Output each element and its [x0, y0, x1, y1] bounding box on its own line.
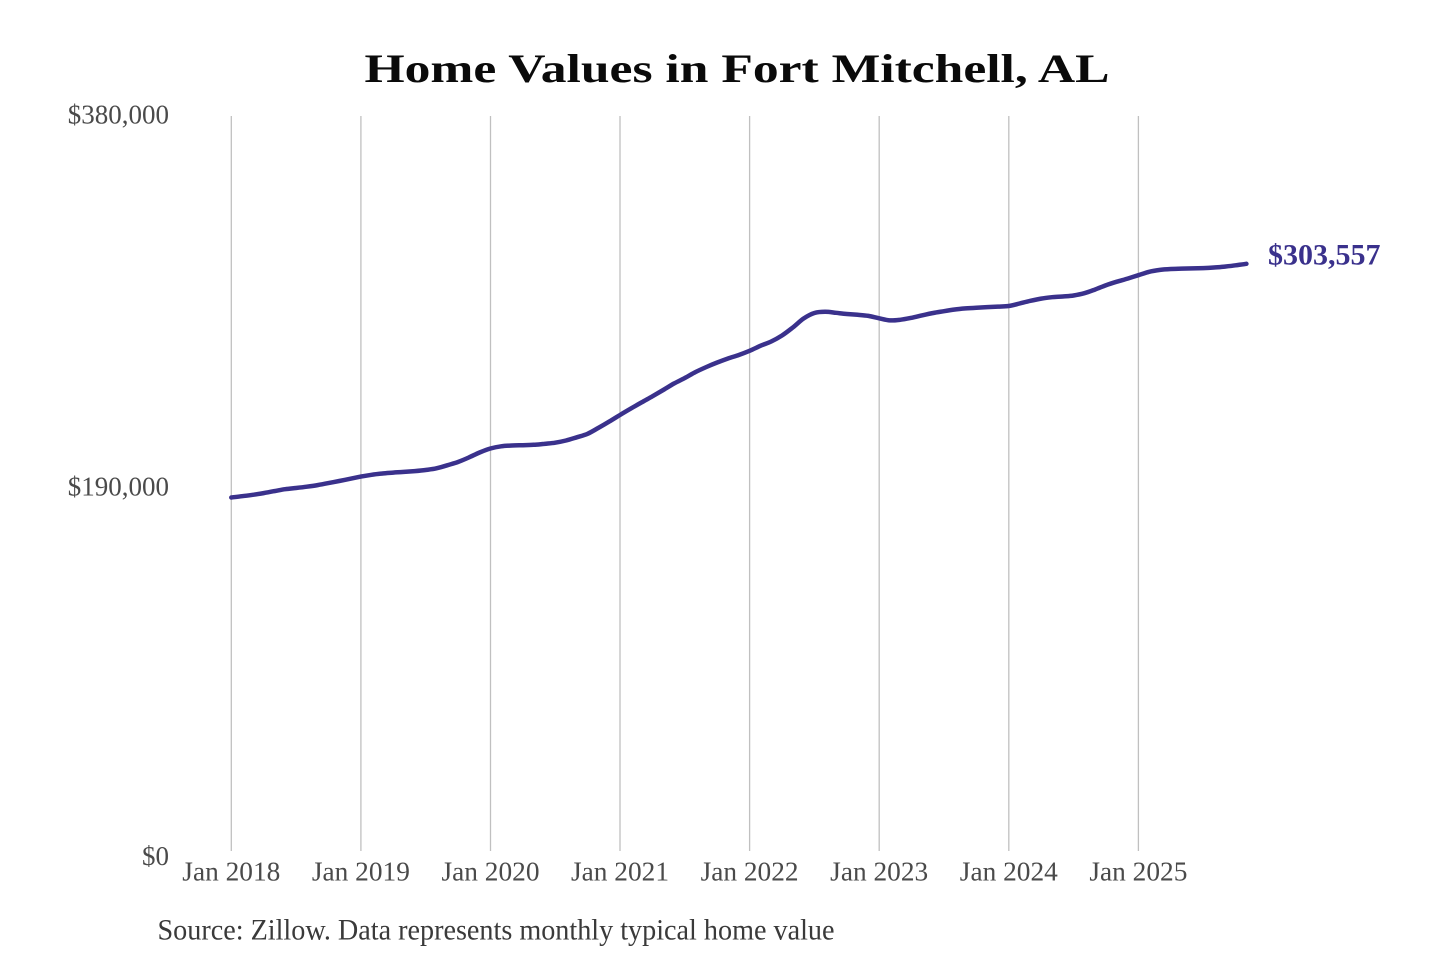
svg-text:Jan 2021: Jan 2021 — [571, 857, 669, 887]
svg-text:Source: Zillow. Data represent: Source: Zillow. Data represents monthly … — [158, 914, 835, 947]
svg-text:Jan 2018: Jan 2018 — [182, 857, 280, 887]
svg-text:Jan 2020: Jan 2020 — [442, 857, 540, 887]
svg-text:$0: $0 — [142, 841, 169, 871]
svg-text:Home Values in Fort Mitchell,: Home Values in Fort Mitchell, AL — [365, 46, 1110, 91]
svg-text:Jan 2019: Jan 2019 — [312, 857, 410, 887]
svg-text:$303,557: $303,557 — [1268, 239, 1381, 272]
svg-text:Jan 2025: Jan 2025 — [1089, 857, 1187, 887]
svg-text:$190,000: $190,000 — [68, 472, 169, 502]
svg-text:Jan 2022: Jan 2022 — [701, 857, 799, 887]
svg-text:Jan 2023: Jan 2023 — [830, 857, 928, 887]
svg-text:$380,000: $380,000 — [68, 100, 169, 130]
svg-text:Jan 2024: Jan 2024 — [960, 857, 1058, 887]
